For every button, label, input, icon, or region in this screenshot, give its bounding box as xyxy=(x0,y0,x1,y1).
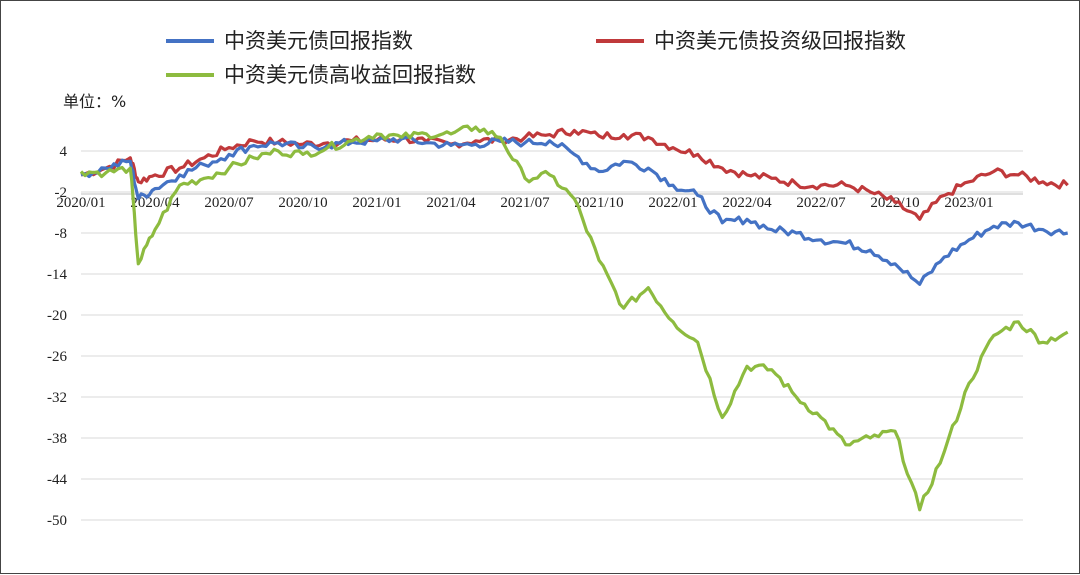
x-tick-label: 2020/07 xyxy=(204,195,254,211)
series-line-1 xyxy=(80,127,1069,221)
legend-label-1: 中资美元债投资级回报指数 xyxy=(654,29,906,53)
x-axis: 2020/01 2020/04 2020/07 2020/10 2021/01 2021/… xyxy=(56,193,1023,211)
x-tick-label: 2022/04 xyxy=(722,195,772,211)
x-tick-label: 2021/01 xyxy=(352,195,401,211)
y-tick-label: -20 xyxy=(47,308,67,324)
x-tick-label: 2020/01 xyxy=(56,195,105,211)
y-tick-label: -50 xyxy=(47,513,67,529)
y-tick-label: -44 xyxy=(47,472,67,488)
x-tick-label: 2022/01 xyxy=(648,195,697,211)
y-tick-label: -14 xyxy=(47,267,67,283)
grid-lines xyxy=(81,150,1023,521)
legend-label-0: 中资美元债回报指数 xyxy=(224,29,413,53)
y-tick-label: -38 xyxy=(47,431,67,447)
y-axis: 4 -2 -8 -14 -20 -26 -32 -38 -44 -50 xyxy=(47,144,68,529)
y-tick-label: 4 xyxy=(60,144,68,160)
y-tick-label: -8 xyxy=(55,226,68,242)
y-tick-label: -2 xyxy=(55,185,68,201)
legend-label-2: 中资美元债高收益回报指数 xyxy=(224,63,476,87)
x-tick-label: 2021/07 xyxy=(500,195,550,211)
series-lines xyxy=(79,124,1069,512)
x-tick-label: 2021/04 xyxy=(426,195,476,211)
x-tick-label: 2021/10 xyxy=(574,195,623,211)
x-tick-label: 2022/07 xyxy=(796,195,846,211)
series-line-0 xyxy=(80,134,1069,286)
x-tick-label: 2023/01 xyxy=(944,195,993,211)
y-tick-label: -26 xyxy=(47,349,67,365)
y-tick-label: -32 xyxy=(47,390,67,406)
x-tick-label: 2020/10 xyxy=(278,195,327,211)
series-line-2 xyxy=(79,124,1069,512)
unit-label: 单位：% xyxy=(63,92,126,111)
